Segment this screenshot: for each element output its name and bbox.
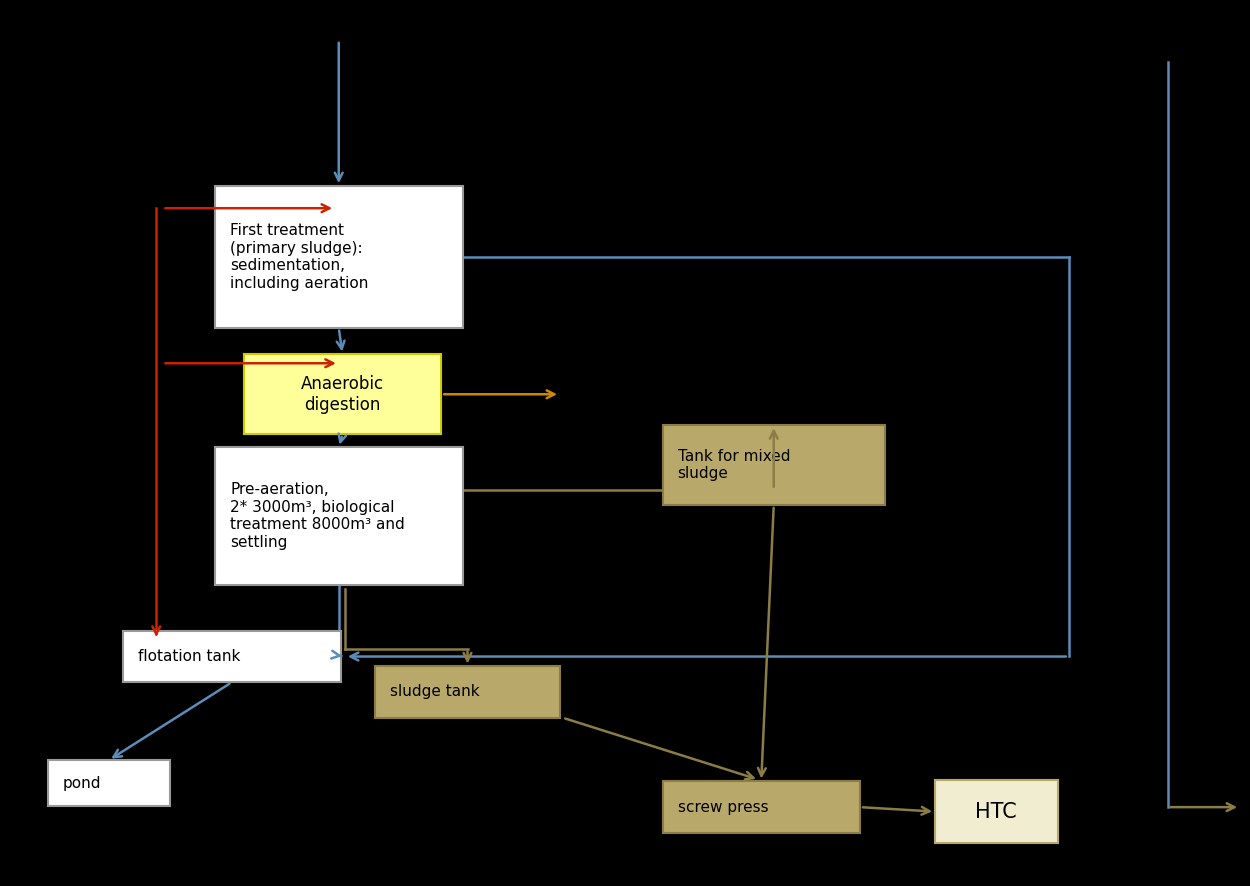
FancyBboxPatch shape xyxy=(215,186,462,328)
FancyBboxPatch shape xyxy=(244,354,441,434)
FancyBboxPatch shape xyxy=(215,447,462,585)
Text: flotation tank: flotation tank xyxy=(138,649,240,664)
FancyBboxPatch shape xyxy=(662,781,860,833)
Text: Pre-aeration,
2* 3000m³, biological
treatment 8000m³ and
settling: Pre-aeration, 2* 3000m³, biological trea… xyxy=(230,483,405,549)
FancyBboxPatch shape xyxy=(375,666,560,718)
Text: HTC: HTC xyxy=(975,802,1017,821)
FancyBboxPatch shape xyxy=(122,631,341,682)
Text: pond: pond xyxy=(62,776,101,790)
FancyBboxPatch shape xyxy=(662,425,885,505)
Text: Tank for mixed
sludge: Tank for mixed sludge xyxy=(678,449,790,481)
Text: Anaerobic
digestion: Anaerobic digestion xyxy=(301,375,384,414)
FancyBboxPatch shape xyxy=(935,780,1058,843)
Text: sludge tank: sludge tank xyxy=(390,685,480,699)
FancyBboxPatch shape xyxy=(48,760,170,806)
Text: screw press: screw press xyxy=(678,800,768,814)
Text: First treatment
(primary sludge):
sedimentation,
including aeration: First treatment (primary sludge): sedime… xyxy=(230,223,369,291)
